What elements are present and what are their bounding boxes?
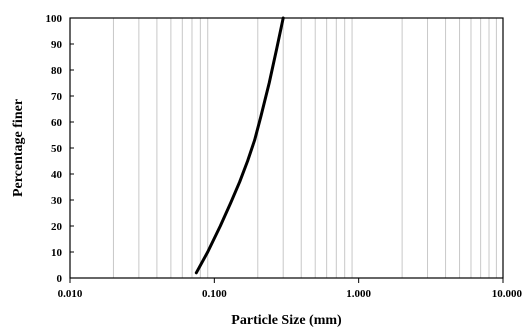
y-tick-label: 20 [51, 221, 63, 233]
axis-ticks [69, 17, 504, 283]
y-tick-label: 100 [46, 13, 63, 25]
y-tick-label: 80 [51, 65, 63, 77]
series-line [194, 16, 285, 275]
x-tick-label: 1.000 [346, 288, 371, 300]
y-tick-label: 70 [51, 91, 63, 103]
y-tick-label: 60 [51, 117, 63, 129]
tick-labels: 0 10 20 30 40 50 60 70 80 90 100 0.010 0.100 1.000 10.… [46, 13, 523, 300]
x-axis-title: Particle Size (mm) [231, 313, 342, 328]
y-axis-title: Percentage finer [11, 99, 26, 197]
y-tick-label: 0 [57, 273, 63, 285]
y-tick-label: 90 [51, 39, 63, 51]
y-tick-label: 10 [51, 247, 63, 259]
series-layer [194, 16, 285, 275]
x-tick-label: 0.010 [58, 288, 83, 300]
axes [69, 17, 504, 279]
x-tick-label: 0.100 [202, 288, 227, 300]
y-tick-label: 50 [51, 143, 63, 155]
x-tick-label: 10.000 [492, 288, 523, 300]
grid-lines [112, 18, 497, 278]
y-tick-label: 30 [51, 195, 63, 207]
y-tick-label: 40 [51, 169, 63, 181]
plot-frame [69, 17, 504, 279]
